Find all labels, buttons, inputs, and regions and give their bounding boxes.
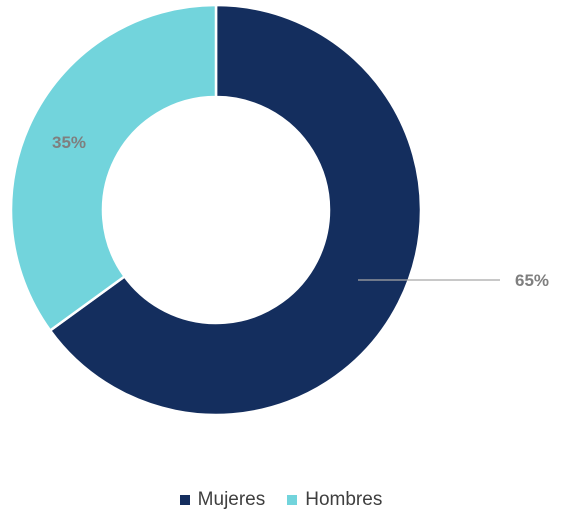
- legend-item-hombres: Hombres: [287, 489, 382, 511]
- donut-slice-mujeres: [48, 3, 423, 417]
- data-label-hombres: 35%: [52, 133, 86, 152]
- legend-item-mujeres: Mujeres: [179, 489, 266, 511]
- chart-legend: Mujeres Hombres: [0, 486, 562, 514]
- legend-label-mujeres: Mujeres: [197, 489, 266, 510]
- legend-swatch-hombres: [287, 495, 298, 505]
- donut-chart-plot: 65% 35%: [9, 3, 549, 417]
- donut-slice-hombres: [9, 3, 218, 333]
- legend-swatch-mujeres: [179, 495, 190, 505]
- data-label-mujeres: 65%: [515, 271, 549, 290]
- legend-label-hombres: Hombres: [305, 489, 383, 510]
